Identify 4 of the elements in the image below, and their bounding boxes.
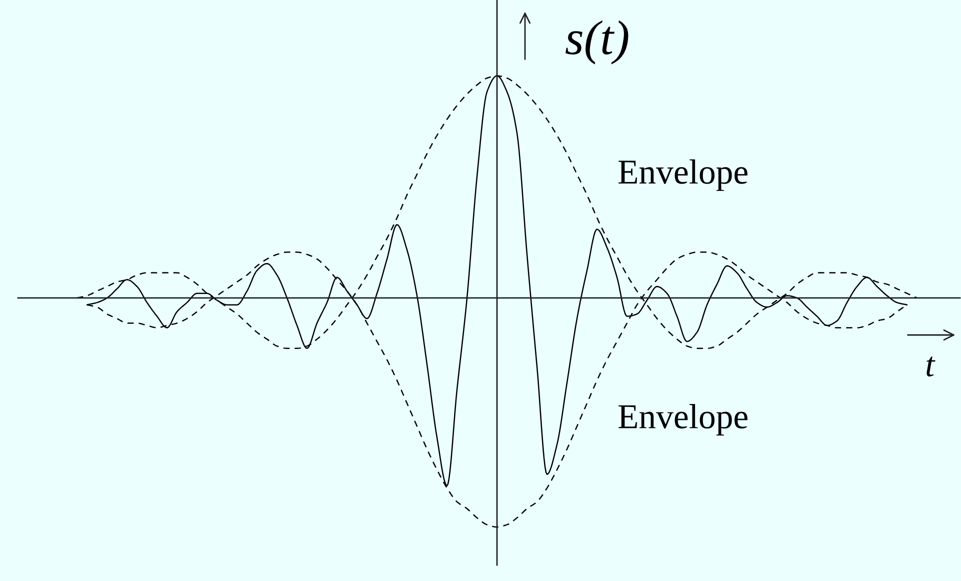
series-label: Envelope xyxy=(618,159,748,191)
y-axis-title: s(t) xyxy=(566,20,628,64)
series-label: Envelope xyxy=(618,404,748,436)
x-axis-title: t xyxy=(926,356,936,377)
